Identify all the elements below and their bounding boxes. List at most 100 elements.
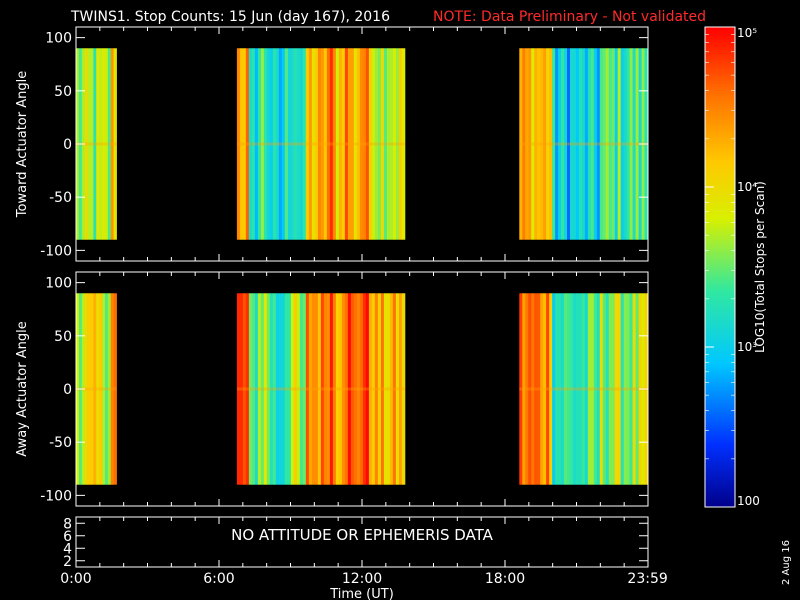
heatmap-column (329, 293, 334, 485)
heatmap-column (245, 293, 250, 485)
heatmap-column (401, 48, 406, 240)
heatmap-column (104, 48, 109, 240)
heatmap-column (245, 48, 250, 240)
heatmap-column (236, 48, 241, 240)
heatmap-column (90, 48, 94, 240)
heatmap-column (531, 293, 535, 485)
heatmap-column (332, 293, 337, 485)
heatmap-column (335, 48, 340, 240)
heatmap-column (338, 293, 343, 485)
y-tick-label: 2 (63, 554, 72, 570)
heatmap-column (356, 48, 361, 240)
toward-x-ticks (99, 27, 625, 261)
heatmap-column (113, 48, 117, 240)
heatmap-column (281, 48, 286, 240)
y-tick-label: 0 (63, 137, 72, 153)
heatmap-segment (519, 48, 648, 240)
heatmap-column (531, 48, 535, 240)
heatmap-column (534, 48, 538, 240)
zero-angle-band (236, 142, 405, 146)
heatmap-column (338, 48, 343, 240)
y-tick-label: -50 (49, 190, 72, 206)
heatmap-column (564, 293, 568, 485)
heatmap-column (368, 48, 373, 240)
heatmap-column (584, 48, 589, 240)
heatmap-column (362, 293, 367, 485)
heatmap-column (593, 293, 598, 485)
heatmap-column (608, 48, 613, 240)
heatmap-column (383, 293, 388, 485)
zero-angle-band (76, 142, 117, 146)
heatmap-column (296, 48, 301, 240)
heatmap-column (254, 293, 259, 485)
heatmap-column (335, 293, 340, 485)
heatmap-column (602, 293, 607, 485)
heatmap-column (587, 293, 592, 485)
y-tick-label: 4 (63, 541, 72, 557)
heatmap-column (578, 48, 583, 240)
heatmap-column (320, 48, 325, 240)
heatmap-column (581, 48, 586, 240)
y-tick-label: -50 (49, 435, 72, 451)
heatmap-column (242, 293, 247, 485)
heatmap-column (350, 293, 355, 485)
heatmap-column (248, 48, 253, 240)
heatmap-column (572, 293, 577, 485)
heatmap-column (251, 48, 256, 240)
heatmap-column (552, 48, 556, 240)
heatmap-column (251, 293, 256, 485)
heatmap-column (371, 48, 376, 240)
heatmap-column (522, 48, 526, 240)
heatmap-column (290, 293, 295, 485)
heatmap-column (555, 293, 559, 485)
heatmap-column (236, 293, 241, 485)
chart-title: TWINS1. Stop Counts: 15 Jun (day 167), 2… (70, 9, 390, 25)
heatmap-column (380, 48, 385, 240)
heatmap-segment (236, 293, 406, 485)
heatmap-column (389, 48, 394, 240)
heatmap-column (350, 48, 355, 240)
heatmap-column (519, 293, 523, 485)
heatmap-column (308, 48, 313, 240)
heatmap-column (374, 293, 379, 485)
heatmap-column (525, 48, 529, 240)
heatmap-column (263, 293, 268, 485)
heatmap-column (626, 293, 631, 485)
heatmap-column (275, 48, 280, 240)
heatmap-column (590, 293, 595, 485)
heatmap-column (398, 48, 403, 240)
heatmap-column (272, 293, 277, 485)
heatmap-column (263, 48, 268, 240)
heatmap-column (528, 293, 532, 485)
heatmap-column (587, 48, 592, 240)
zero-angle-band (519, 142, 648, 146)
colorbar-label: LOG10(Total Stops per Scan) (753, 181, 767, 353)
heatmap-column (90, 293, 94, 485)
heatmap-column (293, 293, 298, 485)
heatmap-column (401, 293, 406, 485)
heatmap-column (537, 293, 541, 485)
heatmap-column (572, 48, 577, 240)
y-tick-label: 8 (63, 516, 72, 532)
heatmap-column (626, 48, 631, 240)
heatmap-column (311, 48, 316, 240)
heatmap-column (614, 48, 619, 240)
heatmap-column (578, 293, 583, 485)
colorbar: 100 10³ 10⁴ 10⁵ LOG10(Total Stops per Scan) (704, 26, 767, 508)
heatmap-column (546, 48, 550, 240)
heatmap-column (341, 48, 346, 240)
heatmap-column (629, 293, 634, 485)
x-tick-label: 12:00 (342, 571, 382, 587)
heatmap-column (347, 48, 352, 240)
heatmap-column (99, 293, 103, 485)
heatmap-column (242, 48, 247, 240)
zero-angle-band (76, 387, 117, 391)
heatmap-column (269, 293, 274, 485)
heatmap-column (257, 48, 262, 240)
heatmap-column (278, 293, 283, 485)
heatmap-column (87, 48, 91, 240)
date-stamp: 2 Aug 16 (781, 540, 792, 585)
heatmap-column (96, 293, 100, 485)
heatmap-column (368, 293, 373, 485)
heatmap-column (383, 48, 388, 240)
